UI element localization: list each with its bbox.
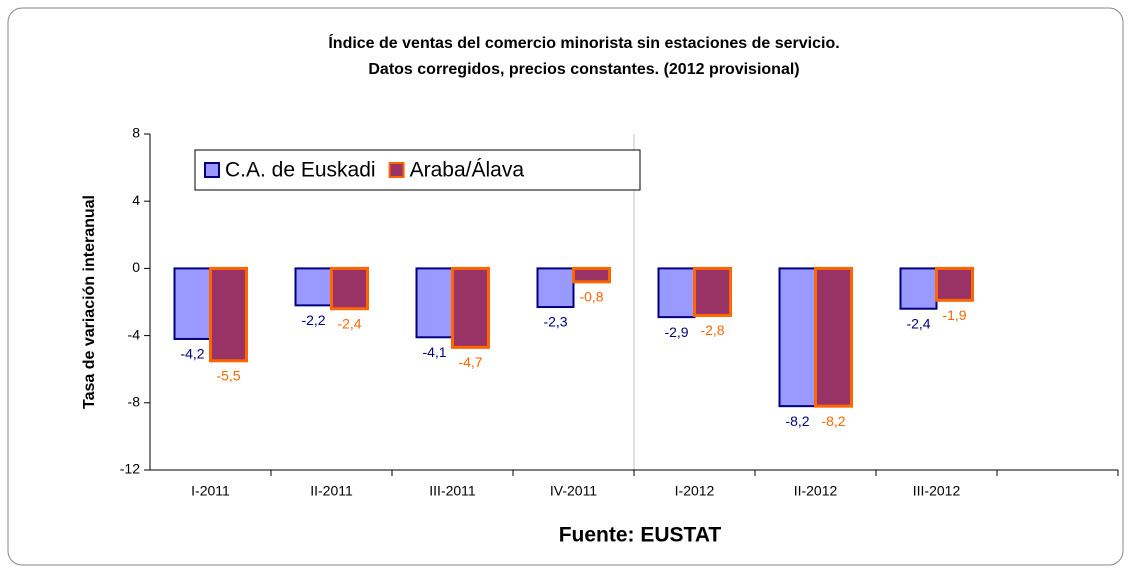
bar bbox=[536, 267, 575, 309]
y-tick-label: -12 bbox=[120, 461, 140, 477]
chart-title: Índice de ventas del comercio minorista … bbox=[328, 33, 839, 52]
x-tick-label: I-2012 bbox=[675, 483, 715, 499]
bar bbox=[294, 267, 333, 307]
bar bbox=[451, 266, 490, 349]
bar bbox=[330, 266, 369, 311]
bar bbox=[572, 266, 611, 284]
y-tick-label: 0 bbox=[132, 259, 140, 275]
bar bbox=[814, 266, 853, 408]
data-label: -1,9 bbox=[942, 307, 966, 323]
data-label: -2,9 bbox=[664, 324, 688, 340]
data-label: -4,7 bbox=[458, 354, 482, 370]
y-tick-label: -4 bbox=[128, 326, 141, 342]
data-label: -2,2 bbox=[301, 312, 325, 328]
bar bbox=[935, 266, 974, 302]
x-tick-label: I-2011 bbox=[191, 483, 230, 499]
x-tick-label: III-2011 bbox=[429, 483, 476, 499]
x-tick-label: IV-2011 bbox=[550, 483, 597, 499]
bar bbox=[173, 267, 212, 340]
chart-title: Datos corregidos, precios constantes. (2… bbox=[368, 61, 799, 78]
data-label: -0,8 bbox=[579, 289, 603, 305]
x-tick-label: II-2011 bbox=[310, 483, 353, 499]
y-axis-label: Tasa de variación interanual bbox=[81, 195, 98, 409]
bar bbox=[415, 267, 454, 339]
data-label: -4,2 bbox=[180, 346, 204, 362]
legend-label: Araba/Álava bbox=[410, 159, 525, 182]
data-label: -4,1 bbox=[422, 344, 446, 360]
x-tick-label: II-2012 bbox=[794, 483, 838, 499]
data-label: -5,5 bbox=[216, 368, 240, 384]
bar bbox=[899, 267, 938, 310]
legend-label: C.A. de Euskadi bbox=[225, 159, 376, 182]
bar bbox=[693, 266, 732, 317]
data-label: -2,8 bbox=[700, 322, 724, 338]
x-tick-label: III-2012 bbox=[913, 483, 961, 499]
y-tick-label: -8 bbox=[128, 394, 141, 410]
data-label: -2,3 bbox=[543, 314, 567, 330]
data-label: -2,4 bbox=[337, 315, 361, 331]
source-note: Fuente: EUSTAT bbox=[559, 524, 722, 547]
data-label: -8,2 bbox=[821, 413, 845, 429]
data-label: -2,4 bbox=[906, 315, 930, 331]
bar bbox=[657, 267, 696, 319]
y-tick-label: 8 bbox=[132, 125, 140, 141]
legend-swatch bbox=[388, 162, 405, 178]
data-label: -8,2 bbox=[785, 413, 809, 429]
legend-swatch bbox=[204, 162, 220, 178]
legend-box bbox=[194, 149, 641, 191]
bar bbox=[209, 266, 248, 363]
y-tick-label: 4 bbox=[132, 192, 140, 208]
bar bbox=[778, 267, 817, 408]
